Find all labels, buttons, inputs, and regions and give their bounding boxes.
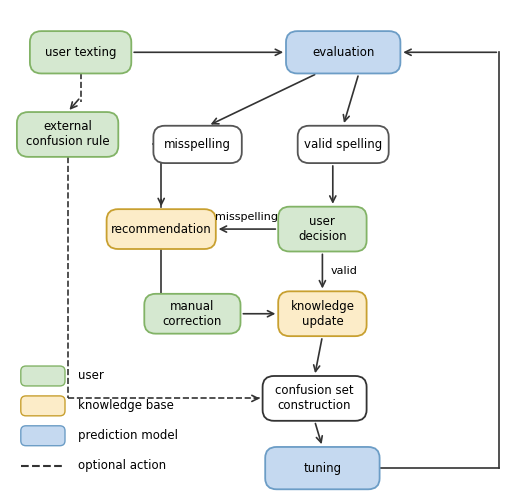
FancyBboxPatch shape: [144, 294, 240, 334]
Text: misspelling: misspelling: [215, 212, 279, 222]
FancyBboxPatch shape: [21, 396, 65, 416]
Text: valid spelling: valid spelling: [304, 138, 382, 151]
Text: user texting: user texting: [45, 46, 116, 59]
Text: user
decision: user decision: [298, 215, 347, 243]
Text: knowledge
update: knowledge update: [290, 300, 355, 328]
FancyBboxPatch shape: [263, 376, 367, 421]
FancyBboxPatch shape: [30, 31, 132, 73]
FancyBboxPatch shape: [21, 366, 65, 386]
FancyBboxPatch shape: [278, 291, 367, 336]
FancyBboxPatch shape: [278, 207, 367, 251]
Text: user: user: [78, 370, 104, 382]
Text: misspelling: misspelling: [164, 138, 231, 151]
FancyBboxPatch shape: [265, 447, 380, 489]
Text: recommendation: recommendation: [111, 223, 212, 236]
Text: evaluation: evaluation: [312, 46, 374, 59]
FancyBboxPatch shape: [107, 209, 216, 249]
Text: optional action: optional action: [78, 459, 166, 472]
Text: external
confusion rule: external confusion rule: [26, 121, 109, 148]
FancyBboxPatch shape: [153, 126, 242, 163]
FancyBboxPatch shape: [17, 112, 119, 157]
Text: prediction model: prediction model: [78, 429, 178, 442]
Text: tuning: tuning: [303, 462, 342, 475]
Text: manual
correction: manual correction: [163, 300, 222, 328]
Text: confusion set
construction: confusion set construction: [275, 384, 354, 412]
FancyBboxPatch shape: [21, 426, 65, 446]
FancyBboxPatch shape: [297, 126, 389, 163]
Text: knowledge base: knowledge base: [78, 399, 174, 412]
Text: valid: valid: [330, 266, 357, 276]
FancyBboxPatch shape: [286, 31, 400, 73]
